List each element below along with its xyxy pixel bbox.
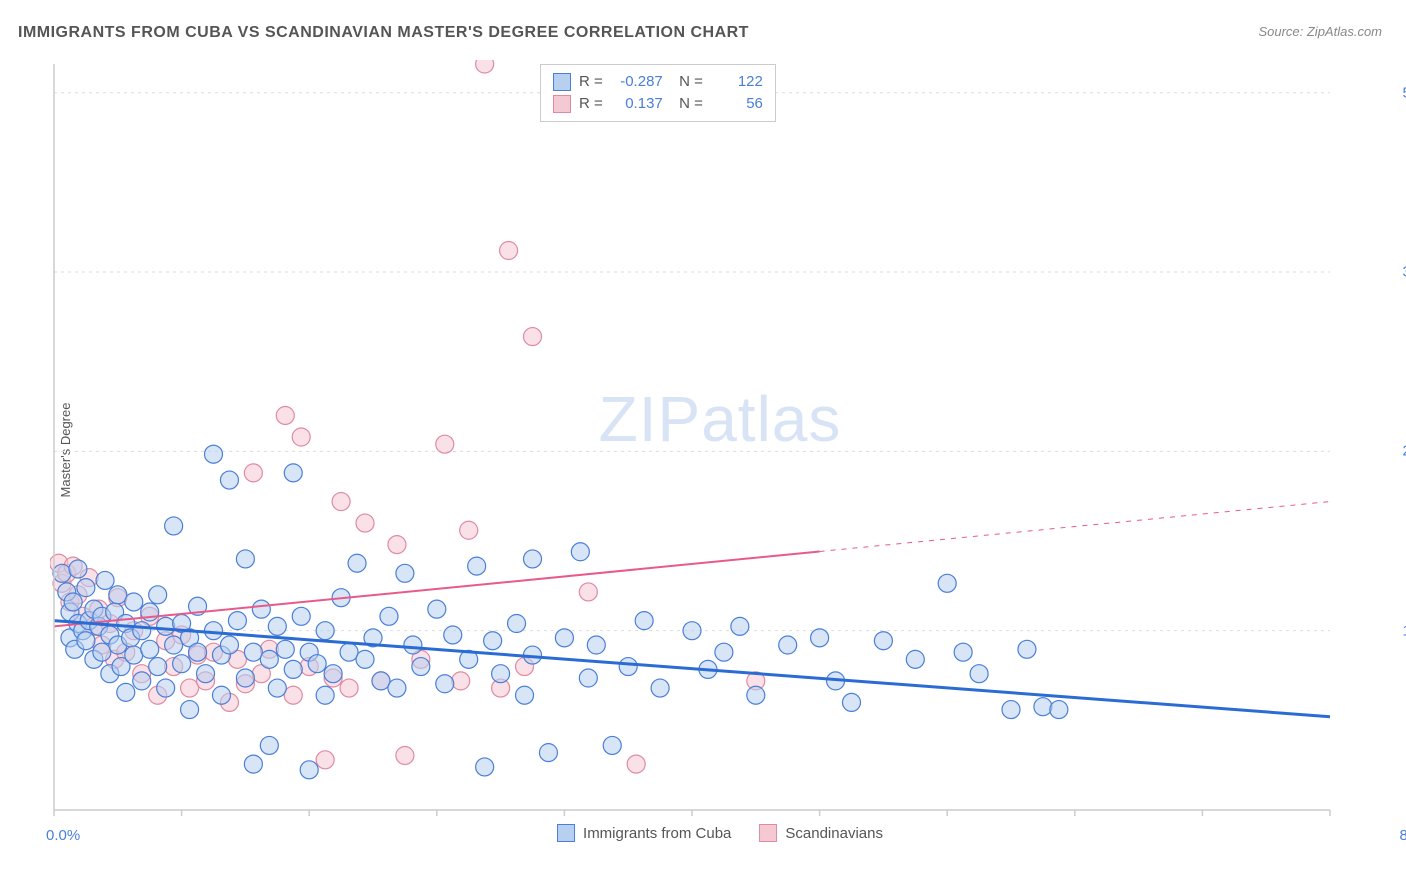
n-value-blue: 122: [711, 71, 763, 93]
chart-title: IMMIGRANTS FROM CUBA VS SCANDINAVIAN MAS…: [18, 24, 749, 42]
legend-label-blue: Immigrants from Cuba: [583, 825, 731, 842]
x-min-label: 0.0%: [46, 827, 80, 844]
y-tick-label: 12.5%: [1402, 622, 1406, 639]
y-tick-label: 50.0%: [1402, 84, 1406, 101]
legend-label-pink: Scandinavians: [785, 825, 883, 842]
y-tick-label: 25.0%: [1402, 443, 1406, 460]
series-legend: Immigrants from Cuba Scandinavians: [557, 824, 883, 842]
swatch-blue-icon: [557, 824, 575, 842]
swatch-blue-icon: [553, 73, 571, 91]
source-attribution: Source: ZipAtlas.com: [1258, 24, 1382, 39]
y-tick-label: 37.5%: [1402, 264, 1406, 281]
scatter-plot: [50, 60, 1390, 840]
n-value-pink: 56: [711, 93, 763, 115]
correlation-legend: R = -0.287 N = 122 R = 0.137 N = 56: [540, 64, 776, 122]
r-value-blue: -0.287: [611, 71, 663, 93]
chart-area: Master's Degree ZIPatlas R = -0.287 N = …: [50, 60, 1390, 840]
swatch-pink-icon: [553, 95, 571, 113]
x-max-label: 80.0%: [1399, 827, 1406, 844]
r-value-pink: 0.137: [611, 93, 663, 115]
swatch-pink-icon: [759, 824, 777, 842]
